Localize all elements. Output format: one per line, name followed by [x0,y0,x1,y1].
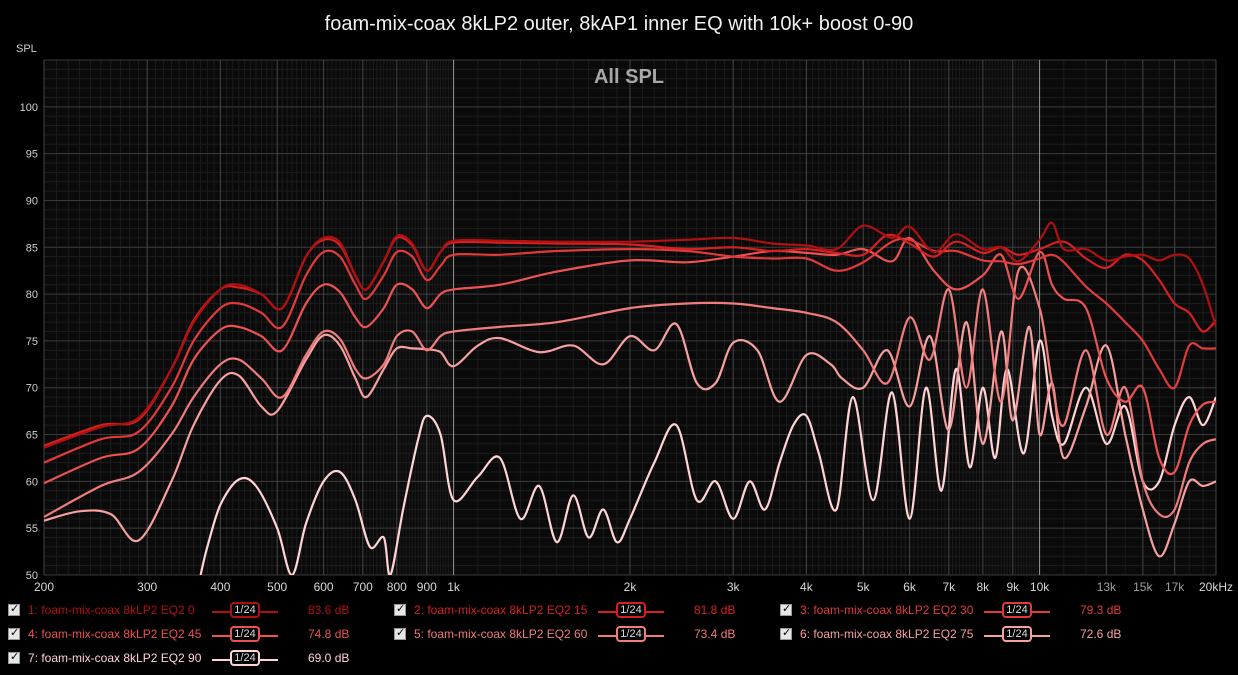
series-layer [44,221,1216,575]
legend-item-3[interactable]: 3: foam-mix-coax 8kLP2 EQ2 30 1/24 79.3 dB [780,601,1160,623]
legend-label: 2: foam-mix-coax 8kLP2 EQ2 15 [414,603,588,617]
legend-value: 73.4 dB [694,627,736,641]
x-tick-label: 2k [624,580,638,594]
x-tick-label: 17k [1165,580,1185,594]
legend-checkbox[interactable] [8,650,20,664]
legend-smoothing-badge[interactable]: 1/24 [230,626,260,642]
x-tick-label: 20kHz [1199,580,1233,594]
legend-smoothing-badge[interactable]: 1/24 [230,650,260,666]
legend-value: 74.8 dB [308,627,350,641]
legend-item-6[interactable]: 6: foam-mix-coax 8kLP2 EQ2 75 1/24 72.6 dB [780,625,1160,647]
x-tick-label: 400 [210,580,230,594]
y-tick-label: 85 [26,242,38,254]
y-tick-label: 90 [26,195,38,207]
x-tick-label: 800 [387,580,407,594]
legend-checkbox[interactable] [8,602,20,616]
legend-value: 79.3 dB [1080,603,1122,617]
x-tick-label: 10k [1030,580,1050,594]
legend-value: 69.0 dB [308,651,350,665]
legend-value: 81.8 dB [694,603,736,617]
x-tick-label: 9k [1006,580,1020,594]
y-tick-label: 50 [26,570,38,582]
legend-smoothing-badge[interactable]: 1/24 [616,626,646,642]
x-tick-label: 200 [34,580,54,594]
y-tick-labels: 50 55 60 65 70 75 80 85 90 95 100 [20,102,38,582]
chart-subtitle: All SPL [594,66,664,88]
y-tick-label: 80 [26,289,38,301]
legend-checkbox[interactable] [8,626,20,640]
x-tick-label: 5k [857,580,871,594]
legend-checkbox[interactable] [394,626,406,640]
series-line-4 [44,236,1216,485]
legend-value: 83.6 dB [308,603,350,617]
series-line-1 [44,221,1216,449]
legend-smoothing-badge[interactable]: 1/24 [230,602,260,618]
series-line-5 [44,265,1216,519]
y-axis-label: SPL [16,43,37,55]
x-tick-label: 6k [903,580,917,594]
y-tick-label: 55 [26,523,38,535]
x-tick-label: 900 [417,580,437,594]
legend-value: 72.6 dB [1080,627,1122,641]
legend-item-5[interactable]: 5: foam-mix-coax 8kLP2 EQ2 60 1/24 73.4 dB [394,625,774,647]
legend-checkbox[interactable] [780,626,792,640]
y-tick-label: 95 [26,149,38,161]
legend-label: 3: foam-mix-coax 8kLP2 EQ2 30 [800,603,974,617]
legend-checkbox[interactable] [394,602,406,616]
legend-smoothing-badge[interactable]: 1/24 [616,602,646,618]
x-tick-label: 15k [1133,580,1153,594]
series-line-7 [199,339,1216,575]
legend-checkbox[interactable] [780,602,792,616]
series-line-3 [44,237,1216,464]
y-tick-label: 60 [26,476,38,488]
legend-item-4[interactable]: 4: foam-mix-coax 8kLP2 EQ2 45 1/24 74.8 dB [8,625,388,647]
x-tick-labels: 200 300 400 500 600 700 800 900 1k 2k 3k 4k 5k 6k 7k 8k… [34,580,1233,594]
legend-item-1[interactable]: 1: foam-mix-coax 8kLP2 EQ2 0 1/24 83.6 dB [8,601,388,623]
y-tick-label: 100 [20,102,38,114]
y-tick-label: 75 [26,336,38,348]
legend-item-7[interactable]: 7: foam-mix-coax 8kLP2 EQ2 90 1/24 69.0 dB [8,649,388,671]
legend-item-2[interactable]: 2: foam-mix-coax 8kLP2 EQ2 15 1/24 81.8 dB [394,601,774,623]
x-tick-label: 7k [942,580,956,594]
x-tick-label: 13k [1097,580,1117,594]
y-tick-label: 65 [26,430,38,442]
y-tick-label: 70 [26,383,38,395]
chart-svg: 50 55 60 65 70 75 80 85 90 95 100 200 300 400 500 600 7… [16,13,1233,594]
legend-smoothing-badge[interactable]: 1/24 [1002,626,1032,642]
legend-label: 1: foam-mix-coax 8kLP2 EQ2 0 [28,603,195,617]
x-tick-label: 8k [976,580,990,594]
x-tick-label: 4k [800,580,814,594]
x-tick-label: 500 [267,580,287,594]
x-tick-label: 600 [314,580,334,594]
legend-label: 5: foam-mix-coax 8kLP2 EQ2 60 [414,627,588,641]
legend-label: 6: foam-mix-coax 8kLP2 EQ2 75 [800,627,974,641]
legend-label: 7: foam-mix-coax 8kLP2 EQ2 90 [28,651,202,665]
x-tick-label: 700 [353,580,373,594]
legend-label: 4: foam-mix-coax 8kLP2 EQ2 45 [28,627,202,641]
x-tick-label: 300 [137,580,157,594]
legend-smoothing-badge[interactable]: 1/24 [1002,602,1032,618]
major-grid [43,59,1217,576]
x-tick-label: 3k [727,580,741,594]
chart-title: foam-mix-coax 8kLP2 outer, 8kAP1 inner E… [325,13,914,35]
x-tick-label: 1k [447,580,461,594]
